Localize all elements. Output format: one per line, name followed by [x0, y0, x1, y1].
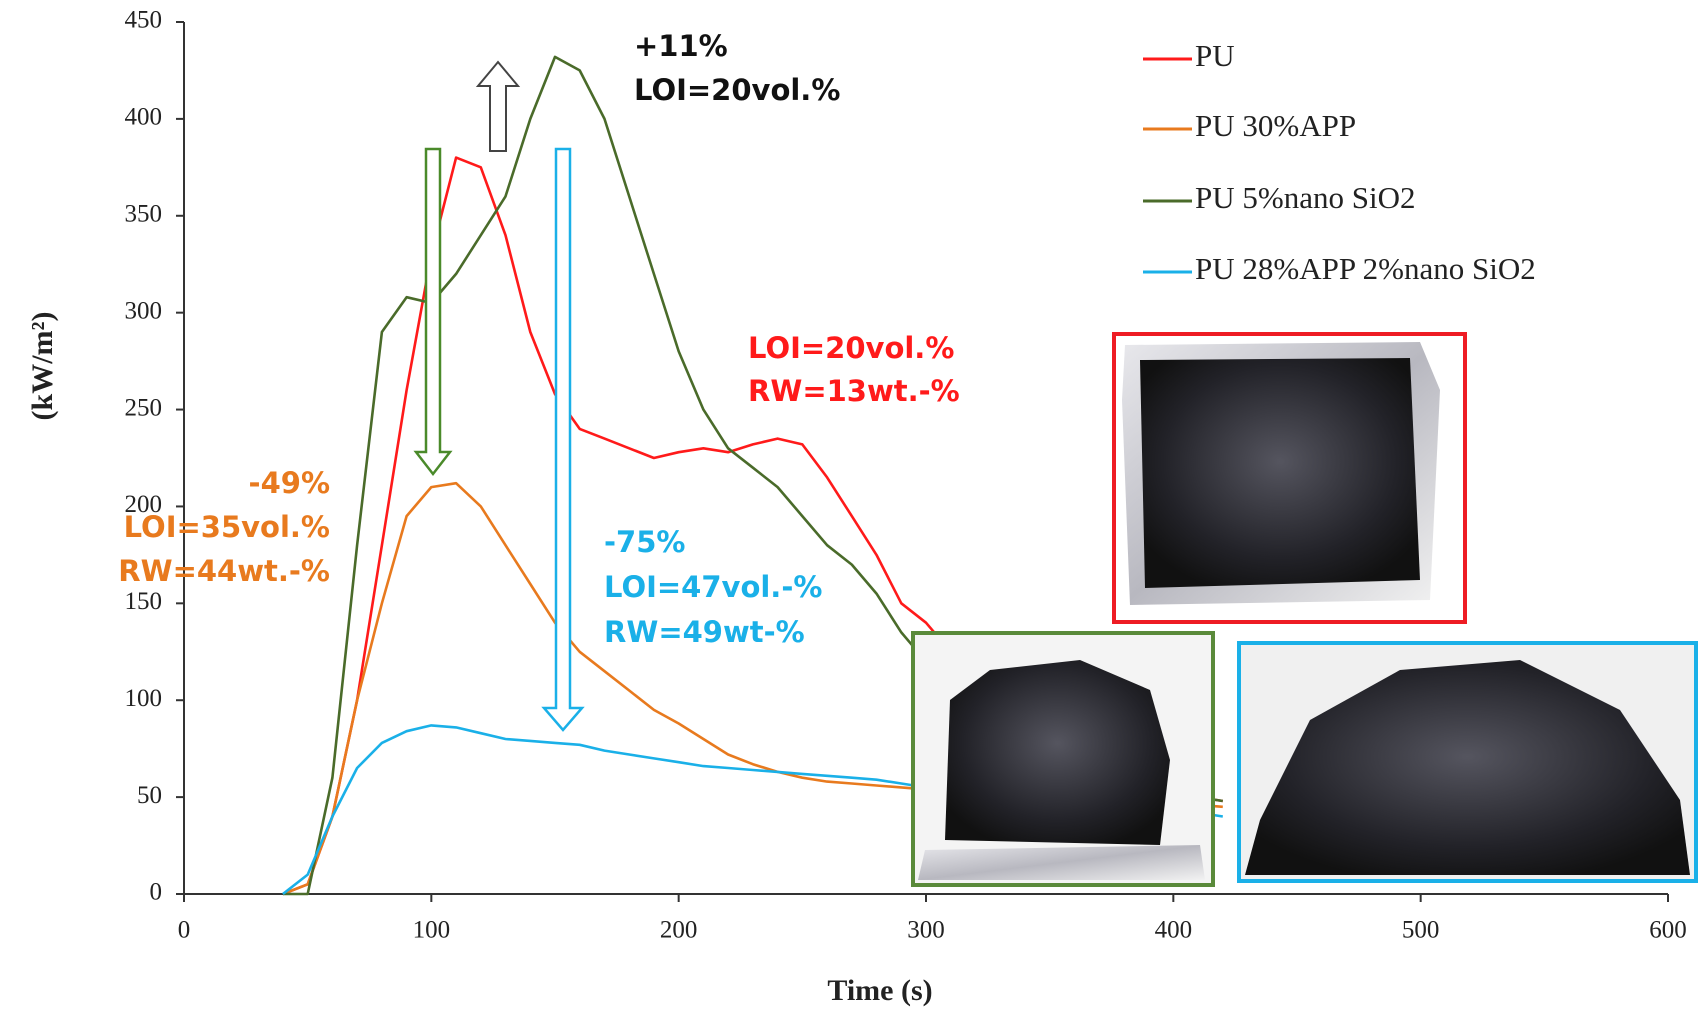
y-tick-label: 250 — [125, 394, 163, 421]
x-tick-label: 600 — [1649, 917, 1687, 944]
chart: 0501001502002503003504004500100200300400… — [0, 0, 1699, 1018]
x-axis-title: Time (s) — [827, 974, 932, 1007]
legend-label: PU 28%APP 2%nano SiO2 — [1195, 251, 1536, 286]
annotation: RW=44wt.-% — [118, 554, 330, 588]
x-tick-label: 400 — [1155, 917, 1193, 944]
annotation: RW=49wt-% — [604, 615, 805, 649]
annotation: LOI=35vol.% — [124, 510, 330, 544]
x-tick-label: 100 — [413, 917, 451, 944]
legend-label: PU — [1195, 38, 1235, 73]
annotation: LOI=20vol.% — [634, 73, 840, 107]
y-tick-label: 0 — [150, 879, 163, 906]
x-tick-label: 200 — [660, 917, 698, 944]
arrow — [478, 62, 518, 151]
y-axis-title: (kW/m²) — [26, 312, 59, 421]
annotation: LOI=20vol.% — [748, 331, 954, 365]
y-tick-label: 400 — [125, 104, 163, 131]
x-tick-label: 0 — [178, 917, 191, 944]
annotation: RW=13wt.-% — [748, 374, 960, 408]
legend-label: PU 5%nano SiO2 — [1195, 180, 1415, 215]
y-tick-label: 450 — [125, 7, 163, 34]
photo — [1114, 334, 1465, 622]
arrow — [544, 149, 582, 730]
y-tick-label: 50 — [137, 782, 162, 809]
y-tick-label: 350 — [125, 201, 163, 228]
legend-label: PU 30%APP — [1195, 108, 1356, 143]
x-tick-label: 500 — [1402, 917, 1440, 944]
y-tick-label: 100 — [125, 685, 163, 712]
annotation: -75% — [604, 525, 685, 559]
y-tick-label: 300 — [125, 297, 163, 324]
y-tick-label: 150 — [125, 588, 163, 615]
annotation: -49% — [249, 466, 330, 500]
photo — [913, 633, 1213, 885]
annotation: +11% — [634, 29, 728, 63]
x-tick-label: 300 — [907, 917, 945, 944]
photo — [1239, 643, 1696, 881]
annotation: LOI=47vol.-% — [604, 570, 822, 604]
